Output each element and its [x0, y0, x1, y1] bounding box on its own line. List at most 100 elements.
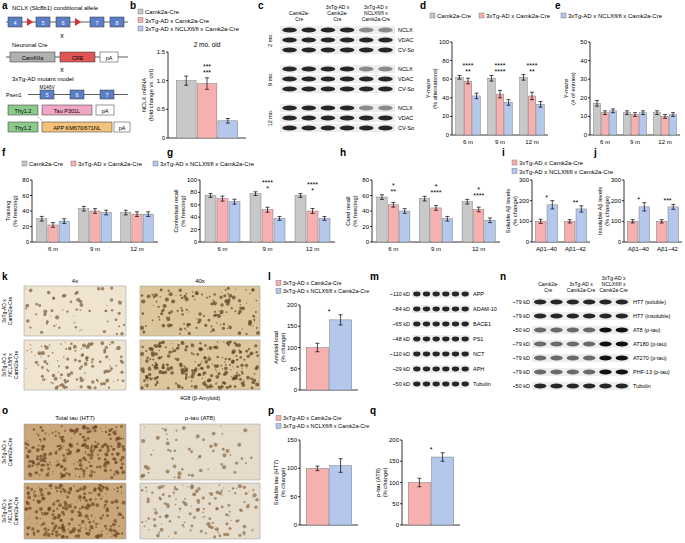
texture	[28, 473, 32, 477]
texture	[228, 385, 231, 388]
texture	[194, 385, 198, 389]
texture	[104, 525, 107, 528]
blot-strip	[532, 326, 630, 334]
blot-band	[282, 116, 297, 121]
texture	[202, 364, 203, 365]
texture	[199, 455, 202, 458]
error-cap	[457, 75, 461, 76]
blot-strip	[532, 354, 630, 362]
error-cap	[539, 101, 543, 102]
blot-band	[442, 307, 449, 312]
texture	[30, 344, 31, 345]
texture	[121, 470, 125, 474]
texture	[91, 492, 93, 494]
construct-label: APP KM670/671NL	[53, 125, 101, 131]
error-line	[64, 219, 65, 224]
bar	[307, 211, 318, 242]
texture	[79, 330, 80, 331]
error-bar	[135, 212, 139, 217]
texture	[226, 302, 230, 306]
error-cap	[205, 77, 209, 78]
blot-strip	[412, 320, 470, 328]
texture	[105, 528, 107, 530]
bar	[59, 221, 69, 242]
error-cap	[135, 211, 139, 212]
error-bar	[579, 206, 583, 212]
error-cap	[423, 200, 427, 201]
blot-band	[321, 38, 336, 43]
y-tick-label: 200	[389, 437, 400, 443]
significance: ****	[473, 192, 484, 199]
texture	[38, 304, 41, 307]
texture	[51, 536, 52, 537]
texture	[245, 350, 248, 353]
texture	[55, 386, 59, 390]
texture	[120, 356, 123, 359]
texture	[43, 497, 46, 500]
texture	[208, 319, 211, 322]
texture	[80, 499, 82, 501]
texture	[37, 462, 40, 465]
texture	[250, 351, 254, 355]
texture	[256, 354, 259, 357]
texture	[104, 452, 108, 456]
texture	[213, 293, 215, 295]
lane-header: Camk2a-Cre	[362, 16, 391, 22]
x-tick-label: Aβ1–40	[536, 246, 557, 252]
texture	[76, 443, 78, 445]
texture	[89, 474, 93, 478]
error-bar	[530, 92, 534, 99]
texture	[86, 467, 88, 469]
legend-label: 3xTg-AD x Camk2a-Cre	[283, 280, 342, 286]
texture	[212, 299, 214, 301]
texture	[55, 486, 56, 487]
texture	[204, 344, 207, 347]
texture	[106, 305, 107, 306]
texture	[38, 445, 40, 447]
texture	[75, 350, 77, 352]
texture	[73, 463, 75, 465]
texture	[188, 448, 191, 451]
blot-strip	[280, 85, 395, 93]
bar	[473, 96, 481, 135]
texture	[118, 526, 119, 527]
texture	[184, 369, 188, 373]
texture	[149, 379, 150, 380]
texture	[140, 352, 144, 356]
blot-strip	[532, 340, 630, 348]
texture	[25, 308, 27, 310]
texture	[82, 488, 85, 491]
texture	[186, 323, 190, 327]
texture	[162, 367, 164, 369]
construct-box	[90, 17, 104, 27]
texture	[148, 373, 151, 376]
texture	[220, 310, 224, 314]
texture	[97, 287, 101, 291]
texture	[71, 487, 72, 488]
texture	[248, 322, 252, 326]
bar	[205, 196, 216, 243]
texture	[241, 367, 242, 368]
texture	[114, 433, 117, 436]
blot-band	[301, 48, 316, 53]
texture	[109, 365, 111, 367]
texture	[30, 348, 31, 349]
y-tick	[30, 180, 32, 181]
error-cap	[62, 218, 66, 219]
blot-band	[616, 356, 628, 361]
texture	[140, 326, 144, 330]
texture	[74, 292, 77, 295]
significance: **	[529, 68, 535, 75]
protein-label: Tubulin	[633, 383, 651, 389]
texture	[212, 432, 216, 436]
blot-band	[282, 126, 297, 131]
construct-label: pA	[106, 55, 113, 61]
texture	[158, 370, 162, 374]
error-bar	[266, 207, 270, 212]
texture	[192, 291, 193, 292]
y-tick	[298, 305, 300, 306]
texture	[228, 358, 231, 361]
y-tick-label: 60	[190, 202, 197, 208]
texture	[122, 501, 126, 505]
label: x	[60, 66, 64, 73]
